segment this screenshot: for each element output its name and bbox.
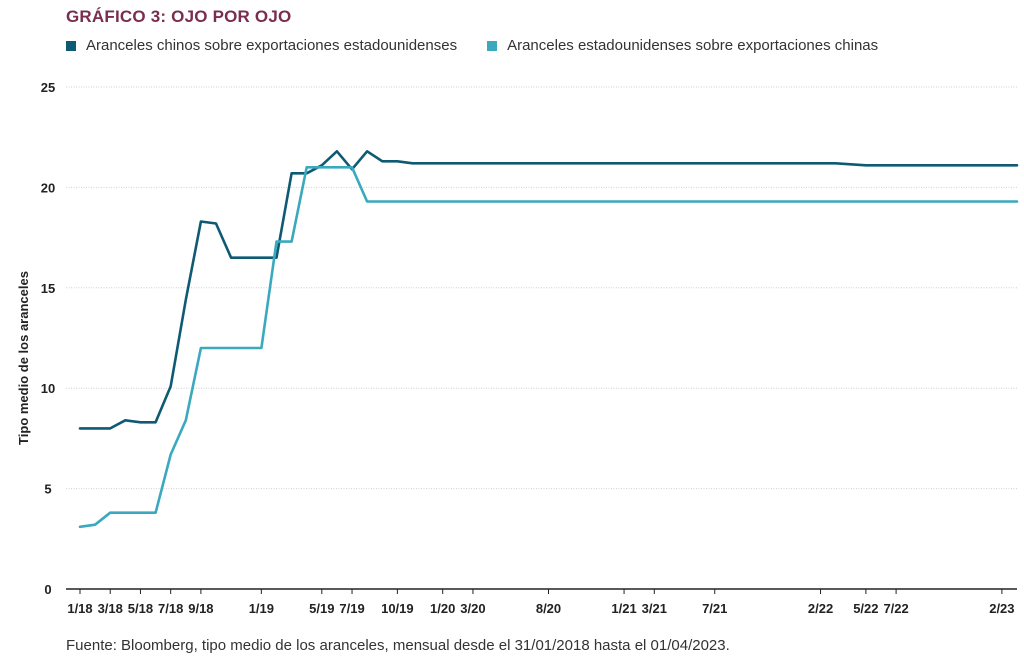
y-tick-label-20: 20 <box>41 180 55 195</box>
x-tick-label-2/22: 2/22 <box>808 601 833 616</box>
x-tick-label-10/19: 10/19 <box>381 601 414 616</box>
x-tick-label-3/18: 3/18 <box>98 601 123 616</box>
x-tick-label-3/20: 3/20 <box>460 601 485 616</box>
series-line-chinese-tariffs <box>78 150 1019 430</box>
x-tick-label-5/18: 5/18 <box>128 601 153 616</box>
legend: Aranceles chinos sobre exportaciones est… <box>66 37 908 54</box>
x-tick-label-3/21: 3/21 <box>642 601 667 616</box>
legend-label-us-tariffs: Aranceles estadounidenses sobre exportac… <box>507 37 879 54</box>
x-tick-label-7/22: 7/22 <box>883 601 908 616</box>
x-tick-label-1/20: 1/20 <box>430 601 455 616</box>
chart-title: GRÁFICO 3: OJO POR OJO <box>66 7 292 26</box>
x-tick-label-9/18: 9/18 <box>188 601 213 616</box>
x-tick-label-5/19: 5/19 <box>309 601 334 616</box>
x-tick-label-7/18: 7/18 <box>158 601 183 616</box>
y-tick-label-25: 25 <box>41 80 55 95</box>
x-tick-label-1/19: 1/19 <box>249 601 274 616</box>
source-note: Fuente: Bloomberg, tipo medio de los ara… <box>66 637 730 654</box>
x-tick-label-7/19: 7/19 <box>339 601 364 616</box>
y-axis-label: Tipo medio de los aranceles <box>16 271 31 445</box>
legend-item-chinese-tariffs: Aranceles chinos sobre exportaciones est… <box>66 37 457 54</box>
x-tick-label-2/23: 2/23 <box>989 601 1014 616</box>
legend-label-chinese-tariffs: Aranceles chinos sobre exportaciones est… <box>86 37 458 54</box>
x-tick-label-1/21: 1/21 <box>611 601 636 616</box>
legend-swatch-chinese-tariffs <box>66 40 76 51</box>
x-tick-label-1/18: 1/18 <box>67 601 92 616</box>
legend-swatch-us-tariffs <box>487 40 498 51</box>
legend-item-us-tariffs: Aranceles estadounidenses sobre exportac… <box>487 37 878 54</box>
x-tick-label-8/20: 8/20 <box>536 601 561 616</box>
y-tick-label-5: 5 <box>44 482 51 497</box>
series-line-us-tariffs <box>78 166 1019 529</box>
y-tick-label-10: 10 <box>41 381 55 396</box>
y-tick-label-0: 0 <box>44 582 51 597</box>
x-tick-label-7/21: 7/21 <box>702 601 727 616</box>
x-tick-label-5/22: 5/22 <box>853 601 878 616</box>
y-tick-label-15: 15 <box>41 281 55 296</box>
